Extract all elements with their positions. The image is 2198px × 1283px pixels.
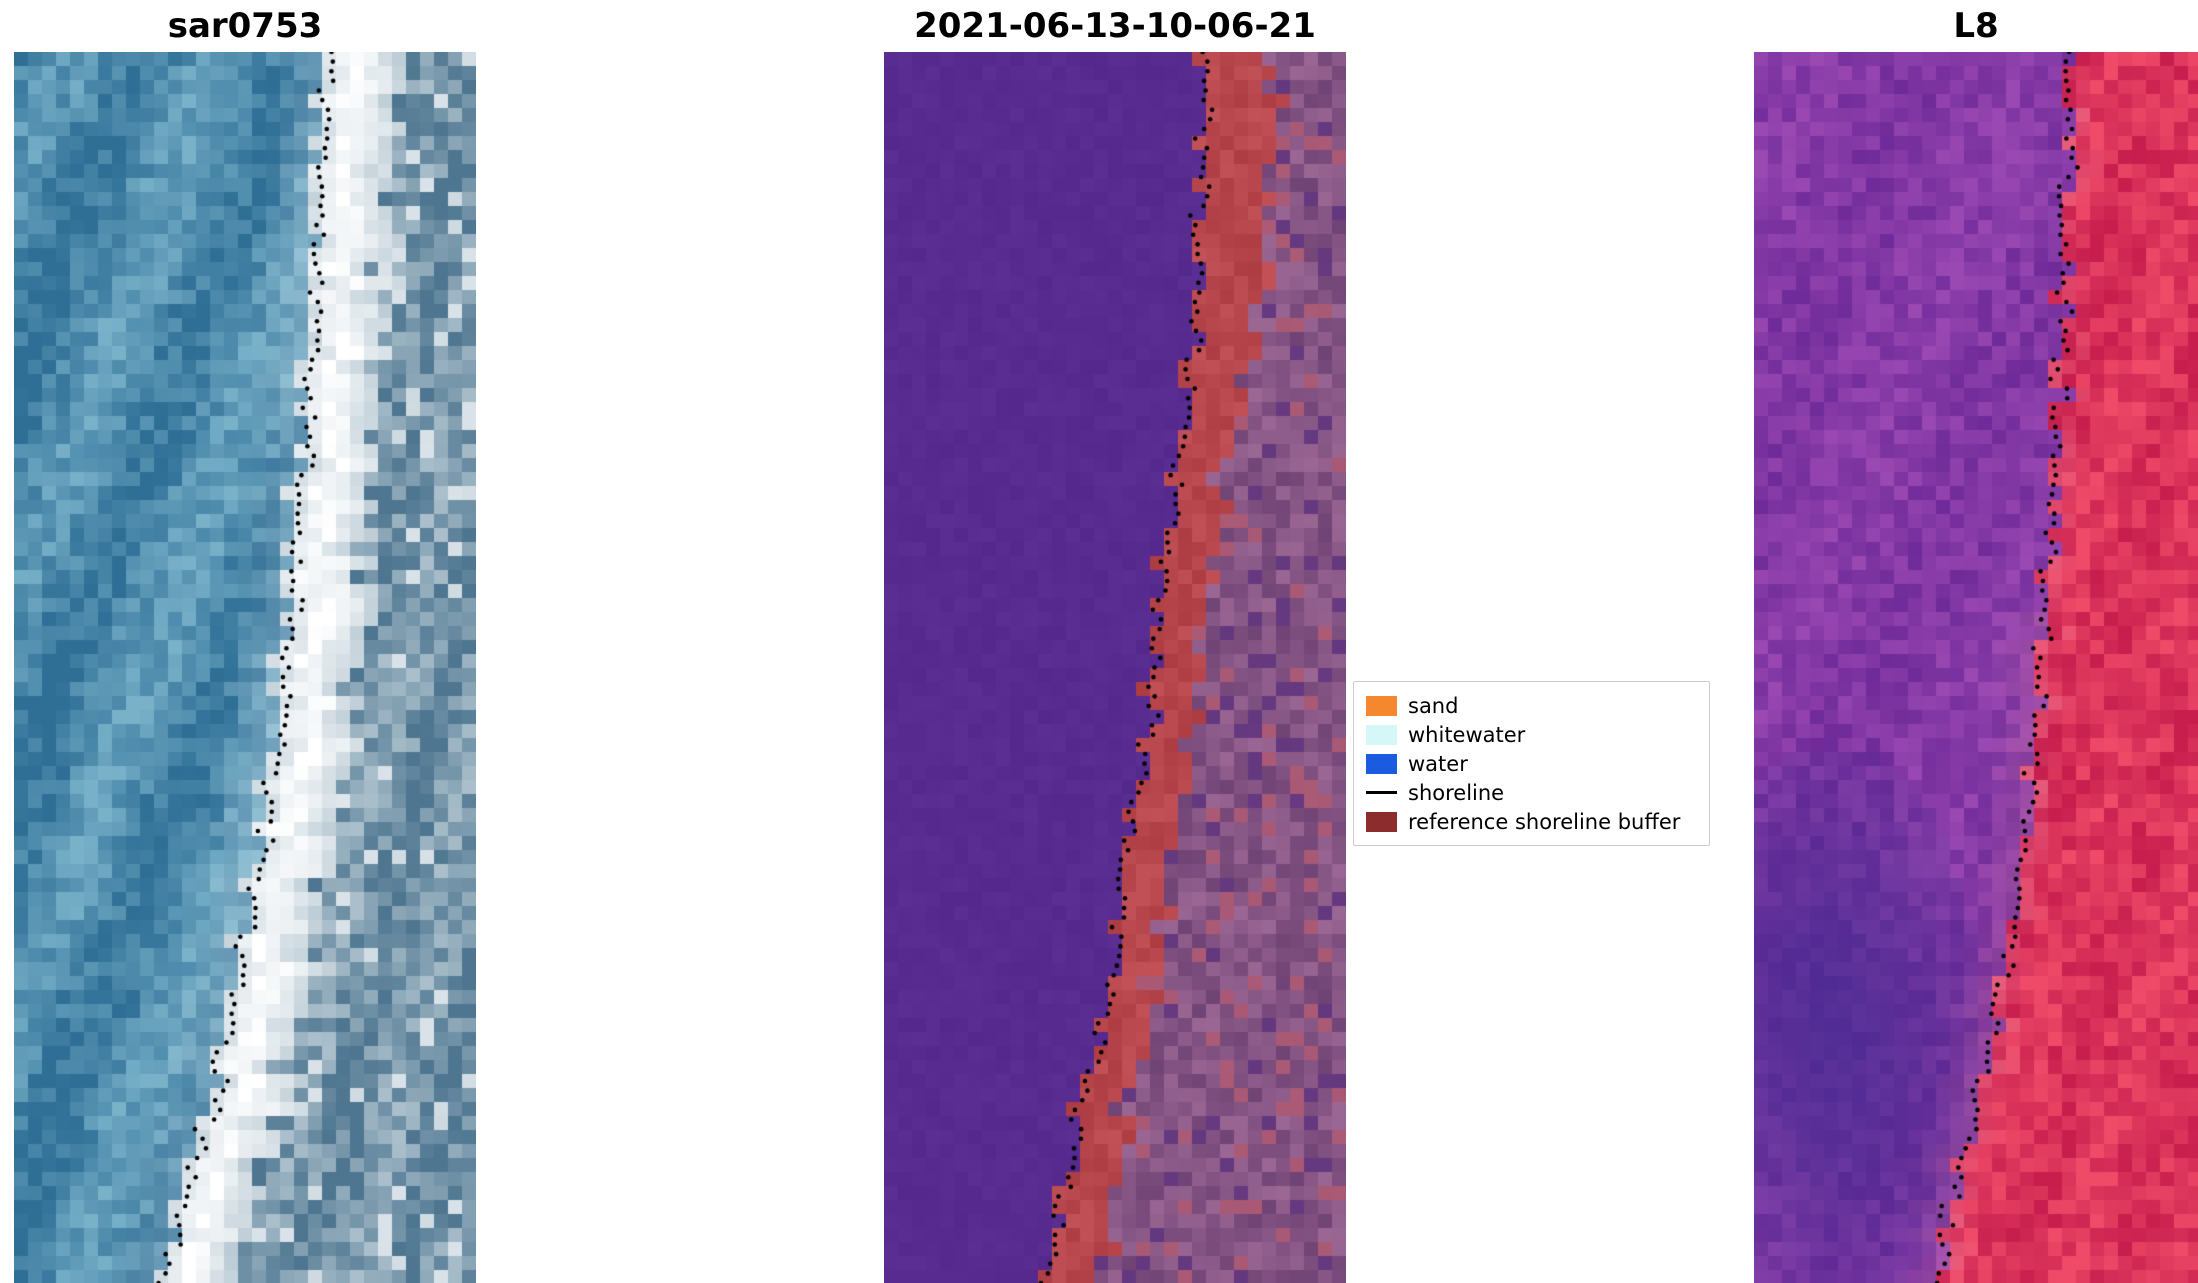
legend-label-reference-shoreline-buffer: reference shoreline buffer — [1408, 809, 1681, 834]
whitewater-color-swatch — [1366, 724, 1397, 745]
panel-title-sar: sar0753 — [167, 6, 323, 46]
legend-item-reference-shoreline-buffer: reference shoreline buffer — [1366, 807, 1697, 836]
panel-title-classified-date: 2021-06-13-10-06-21 — [914, 6, 1316, 46]
panel-title-l8: L8 — [1953, 6, 1999, 46]
sar-image — [14, 52, 476, 1283]
classification-image — [884, 52, 1346, 1283]
sand-color-swatch — [1366, 695, 1397, 716]
legend-label-shoreline: shoreline — [1408, 780, 1505, 805]
legend: sand whitewater water shoreline referenc… — [1353, 681, 1710, 846]
legend-label-water: water — [1408, 751, 1468, 776]
water-color-swatch — [1366, 753, 1397, 774]
reference-shoreline-buffer-color-swatch — [1366, 811, 1397, 832]
legend-label-whitewater: whitewater — [1408, 722, 1526, 747]
shoreline-line-swatch — [1366, 791, 1397, 794]
legend-item-sand: sand — [1366, 691, 1697, 720]
legend-item-water: water — [1366, 749, 1697, 778]
l8-image — [1754, 52, 2198, 1283]
legend-item-whitewater: whitewater — [1366, 720, 1697, 749]
legend-label-sand: sand — [1408, 693, 1459, 718]
legend-item-shoreline: shoreline — [1366, 778, 1697, 807]
